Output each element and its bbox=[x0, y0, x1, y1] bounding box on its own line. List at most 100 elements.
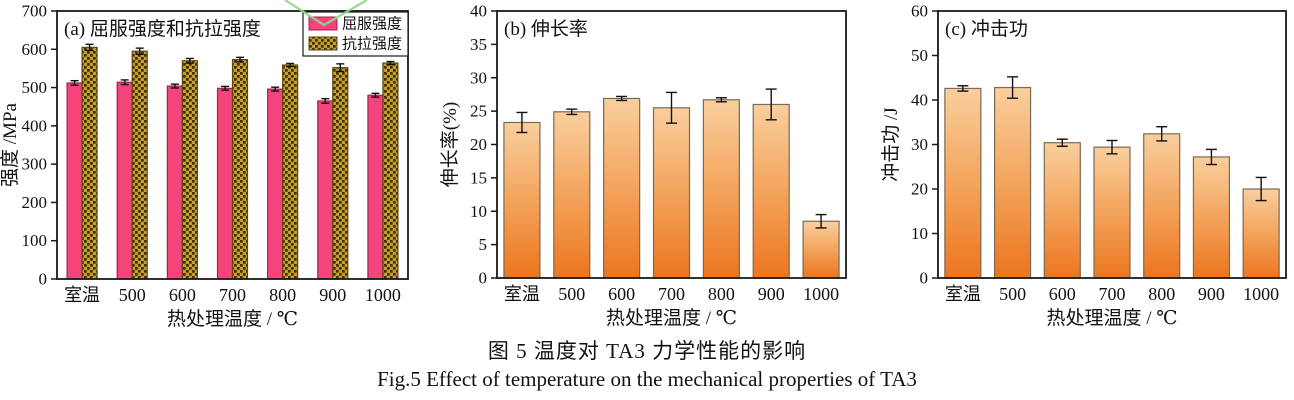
panel-title: (c) 冲击功 bbox=[945, 18, 1028, 40]
y-tick-label: 100 bbox=[22, 231, 48, 250]
y-axis-title: 冲击功 /J bbox=[880, 107, 902, 181]
chart-impact-energy: 0 10 20 30 40 50 60 室温 500 600 700 800 900 1000 热处理温度 … bbox=[860, 0, 1294, 332]
figure-caption: 图 5 温度对 TA3 力学性能的影响 Fig.5 Effect of temp… bbox=[0, 337, 1294, 393]
x-tick-label: 900 bbox=[758, 284, 785, 304]
x-tick-label: 800 bbox=[708, 284, 735, 304]
y-tick-label: 10 bbox=[470, 202, 487, 221]
y-tick-label: 15 bbox=[470, 168, 487, 187]
bar bbox=[944, 87, 982, 279]
y-tick-label: 35 bbox=[470, 35, 487, 54]
y-tick-label: 600 bbox=[22, 40, 48, 59]
bar bbox=[1143, 133, 1181, 279]
error-bar bbox=[1156, 125, 1168, 142]
x-tick-label: 500 bbox=[999, 284, 1026, 304]
error-bar bbox=[765, 88, 777, 121]
panel-title: (b) 伸长率 bbox=[504, 18, 588, 40]
error-bar bbox=[715, 97, 727, 103]
bar bbox=[1043, 142, 1081, 279]
error-bar bbox=[815, 213, 827, 229]
x-axis-title: 热处理温度 / ℃ bbox=[167, 308, 298, 330]
legend-swatch bbox=[308, 16, 338, 31]
bar bbox=[66, 82, 83, 280]
y-tick-label: 10 bbox=[911, 224, 928, 243]
bar bbox=[267, 88, 284, 280]
bar bbox=[317, 100, 334, 280]
error-bar bbox=[221, 85, 229, 91]
error-bar bbox=[70, 79, 79, 86]
y-tick-label: 40 bbox=[470, 2, 487, 21]
x-tick-label: 室温 bbox=[64, 285, 100, 305]
bar bbox=[1242, 188, 1280, 279]
error-bar bbox=[566, 108, 578, 116]
x-tick-label: 800 bbox=[269, 285, 296, 305]
x-tick-label: 900 bbox=[1198, 284, 1225, 304]
figure-caption-zh: 图 5 温度对 TA3 力学性能的影响 bbox=[487, 339, 807, 363]
y-tick-label: 0 bbox=[39, 270, 48, 289]
bar bbox=[131, 50, 148, 280]
y-axis-title: 强度 /MPa bbox=[0, 102, 21, 186]
error-bar bbox=[1106, 139, 1118, 155]
x-tick-label: 室温 bbox=[945, 284, 981, 304]
error-bar bbox=[1255, 176, 1267, 202]
plot-border bbox=[56, 10, 409, 280]
y-tick-label: 0 bbox=[479, 269, 488, 288]
chart-b-svg: 0 5 10 15 20 25 30 35 40 室温 500 600 700 800 900 1000 热处理… bbox=[439, 2, 847, 329]
x-tick-label: 700 bbox=[658, 284, 685, 304]
legend-label: 屈服强度 bbox=[342, 16, 402, 33]
y-tick-label: 0 bbox=[920, 269, 929, 288]
x-tick-label: 1000 bbox=[803, 284, 839, 304]
chart-c-svg: 0 10 20 30 40 50 60 室温 500 600 700 800 900 1000 热处理温度 … bbox=[880, 2, 1287, 329]
error-bar bbox=[957, 85, 969, 92]
error-bar bbox=[371, 92, 380, 98]
y-tick-label: 60 bbox=[911, 2, 928, 21]
charts-row: 0 100 200 300 400 500 600 700 室温 500 600 700 800 900 1… bbox=[0, 0, 1294, 332]
chart-elongation: 0 5 10 15 20 25 30 35 40 室温 500 600 700 800 900 1000 热处理… bbox=[430, 0, 860, 332]
error-bar bbox=[120, 79, 129, 86]
x-tick-label: 1000 bbox=[365, 285, 401, 305]
bar bbox=[181, 60, 198, 280]
y-tick-label: 5 bbox=[479, 235, 488, 254]
x-tick-label: 500 bbox=[119, 285, 146, 305]
error-bar bbox=[1205, 148, 1217, 166]
error-bar bbox=[1056, 138, 1068, 147]
bar bbox=[652, 107, 691, 279]
error-bar bbox=[271, 86, 280, 92]
y-axis-title: 伸长率(%) bbox=[439, 102, 461, 187]
x-tick-label: 700 bbox=[219, 285, 246, 305]
bar bbox=[1093, 146, 1131, 279]
error-bar bbox=[286, 62, 295, 68]
bar bbox=[993, 86, 1032, 279]
legend-label: 抗拉强度 bbox=[342, 36, 402, 53]
x-tick-label: 800 bbox=[1148, 284, 1175, 304]
error-bar bbox=[185, 57, 194, 64]
panel-title: (a) 屈服强度和抗拉强度 bbox=[64, 18, 261, 40]
bar bbox=[367, 94, 384, 280]
bar bbox=[553, 111, 591, 279]
x-tick-label: 1000 bbox=[1243, 284, 1279, 304]
bar bbox=[1192, 156, 1231, 279]
error-bar bbox=[321, 97, 330, 104]
y-tick-label: 20 bbox=[470, 135, 487, 154]
y-tick-label: 400 bbox=[22, 116, 48, 135]
error-bar bbox=[135, 47, 144, 55]
bar bbox=[503, 121, 541, 279]
y-tick-label: 30 bbox=[911, 135, 928, 154]
y-tick-label: 500 bbox=[22, 78, 48, 97]
bar bbox=[332, 67, 349, 280]
bar bbox=[282, 64, 299, 280]
bar bbox=[382, 62, 399, 280]
y-tick-label: 40 bbox=[911, 91, 928, 110]
bar bbox=[166, 85, 183, 280]
x-axis-title: 热处理温度 / ℃ bbox=[606, 307, 737, 329]
bar bbox=[231, 59, 249, 280]
x-tick-label: 700 bbox=[1099, 284, 1126, 304]
error-bar bbox=[516, 111, 528, 134]
y-tick-label: 200 bbox=[22, 193, 48, 212]
bar bbox=[216, 87, 234, 280]
y-tick-label: 50 bbox=[911, 46, 928, 65]
x-axis-title: 热处理温度 / ℃ bbox=[1046, 307, 1177, 329]
x-tick-label: 600 bbox=[1049, 284, 1076, 304]
bar bbox=[81, 46, 98, 280]
x-tick-label: 600 bbox=[608, 284, 635, 304]
